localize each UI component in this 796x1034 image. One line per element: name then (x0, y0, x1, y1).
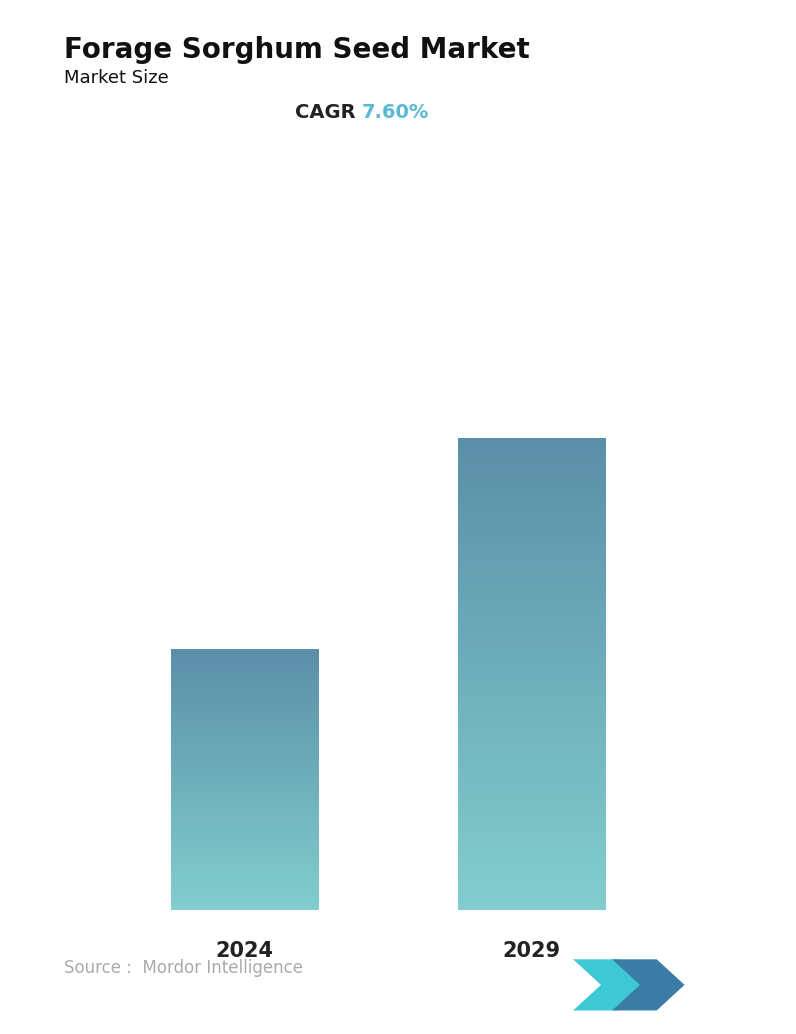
Text: 2024: 2024 (215, 941, 273, 961)
Polygon shape (612, 960, 685, 1010)
Text: Market Size: Market Size (64, 69, 169, 87)
Text: 7.60%: 7.60% (362, 103, 430, 122)
Text: Source :  Mordor Intelligence: Source : Mordor Intelligence (64, 960, 302, 977)
Text: 2029: 2029 (502, 941, 561, 961)
Polygon shape (573, 960, 646, 1010)
Text: CAGR: CAGR (295, 103, 362, 122)
Text: Forage Sorghum Seed Market: Forage Sorghum Seed Market (64, 36, 529, 64)
